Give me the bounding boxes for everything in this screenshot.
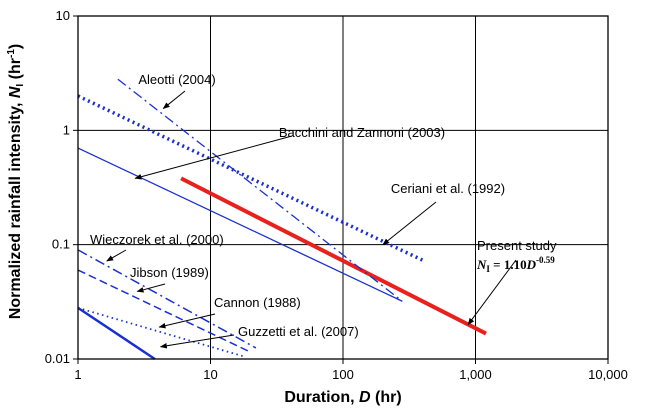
annotation-wieczorek-et-al-2000: Wieczorek et al. (2000) xyxy=(90,232,224,262)
annotation-arrow xyxy=(382,201,437,246)
annotations: Aleotti (2004) Bacchini and Zannoni (2003… xyxy=(90,72,557,349)
annotation-label: Bacchini and Zannoni (2003) xyxy=(279,125,445,140)
annotation-label: Aleotti (2004) xyxy=(138,72,215,87)
annotation-arrow xyxy=(159,334,235,349)
series-line-wieczorek-et-al-2000 xyxy=(77,249,257,349)
annotation-label: Cannon (1988) xyxy=(214,295,301,310)
series-line-present-study xyxy=(180,176,487,336)
x-axis-title: Duration, D (hr) xyxy=(284,389,401,406)
series-lines xyxy=(77,78,487,361)
equation-label: NI = 1.10D-0.59 xyxy=(476,255,555,274)
series-line-guzzetti-et-al-2007 xyxy=(77,306,156,361)
y-tick-label: 10 xyxy=(56,8,70,23)
series-line-aleotti-2004 xyxy=(117,78,403,302)
annotation-label: Guzzetti et al. (2007) xyxy=(238,324,359,339)
y-axis-title: Normalized rainfall intensity, NI (hr-1) xyxy=(6,44,26,319)
annotation-present-study: Present study xyxy=(467,238,557,326)
x-tick-label: 1 xyxy=(74,367,81,382)
series-line-cannon-1988 xyxy=(77,307,245,358)
x-tick-label: 100 xyxy=(332,367,354,382)
annotation-arrow xyxy=(467,259,517,326)
annotation-jibson-1989: Jibson (1989) xyxy=(130,265,209,293)
annotation-arrow xyxy=(162,90,186,110)
grid xyxy=(78,16,608,359)
x-tick-label: 10 xyxy=(203,367,217,382)
y-tick-label: 0.1 xyxy=(52,237,70,252)
annotation-label: Wieczorek et al. (2000) xyxy=(90,232,224,247)
y-tick-label: 0.01 xyxy=(45,351,70,366)
annotation-arrow xyxy=(134,135,293,180)
annotation-arrow xyxy=(106,249,127,262)
tick-labels: 1 10 100 1,000 10,000 0.01 0.1 1 10 xyxy=(45,8,628,382)
annotation-ceriani-et-al-1992: Ceriani et al. (1992) xyxy=(382,181,505,246)
series-line-jibson-1989 xyxy=(77,269,251,353)
series-line-bacchini-and-zannoni-2003 xyxy=(77,147,403,302)
annotation-aleotti-2004: Aleotti (2004) xyxy=(138,72,216,110)
annotation-arrow xyxy=(158,313,216,329)
annotation-arrow xyxy=(136,283,166,293)
x-tick-label: 1,000 xyxy=(459,367,492,382)
annotation-guzzetti-et-al-2007: Guzzetti et al. (2007) xyxy=(159,324,359,349)
annotation-cannon-1988: Cannon (1988) xyxy=(158,295,301,329)
annotation-label: Present study xyxy=(477,238,557,253)
annotation-bacchini-and-zannoni-2003: Bacchini and Zannoni (2003) xyxy=(134,125,445,180)
y-tick-label: 1 xyxy=(63,122,70,137)
x-tick-label: 10,000 xyxy=(588,367,628,382)
annotation-label: Jibson (1989) xyxy=(130,265,209,280)
annotation-label: Ceriani et al. (1992) xyxy=(391,181,505,196)
